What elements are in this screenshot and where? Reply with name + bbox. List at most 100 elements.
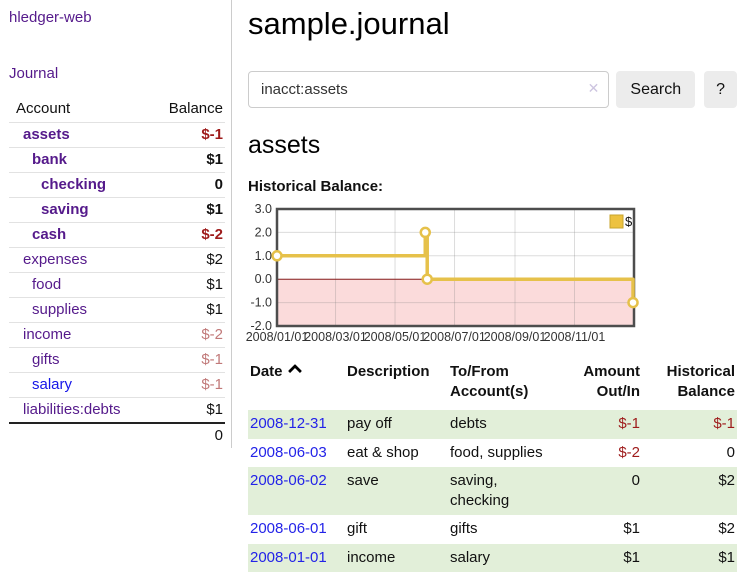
sidebar-account-link[interactable]: saving	[41, 201, 89, 218]
account-row: income $-2	[9, 322, 225, 348]
transaction-row: 2008-12-31 pay off debts $-1 $-1	[248, 410, 737, 439]
search-button[interactable]: Search	[616, 71, 696, 108]
transaction-description: save	[347, 472, 379, 489]
sidebar: hledger-web Journal Account Balance asse…	[0, 0, 232, 448]
account-heading: assets	[248, 131, 321, 159]
register-header-balance[interactable]: Historical Balance	[666, 363, 735, 400]
account-balance: $1	[146, 397, 225, 423]
account-balance: $2	[146, 247, 225, 273]
account-row: bank $1	[9, 147, 225, 173]
register-table-body: 2008-12-31 pay off debts $-1 $-1 2008-06-03 ea…	[248, 410, 737, 572]
svg-text:0.0: 0.0	[255, 272, 272, 286]
accounts-total-row: 0	[9, 422, 225, 448]
transaction-row: 2008-06-02 save saving, checking 0 $2	[248, 467, 737, 515]
chart-title: Historical Balance:	[248, 178, 384, 195]
account-row: cash $-2	[9, 222, 225, 248]
transaction-accounts: gifts	[450, 520, 478, 537]
sidebar-account-link[interactable]: gifts	[32, 351, 60, 368]
transaction-balance: $2	[718, 472, 735, 489]
account-balance: $1	[146, 272, 225, 298]
account-balance: $-1	[146, 347, 225, 373]
transaction-amount: 0	[631, 472, 640, 489]
sidebar-account-link[interactable]: checking	[41, 176, 107, 193]
transaction-balance: $-1	[713, 415, 735, 432]
transaction-date-link[interactable]: 2008-01-01	[250, 548, 327, 566]
transaction-accounts: salary	[450, 548, 491, 566]
account-balance: $1	[146, 147, 225, 173]
transaction-row: 2008-06-03 eat & shop food, supplies $-2 0	[248, 439, 737, 468]
transaction-amount: $-2	[618, 443, 640, 461]
accounts-header-balance: Balance	[168, 100, 223, 117]
svg-text:2008/03/01: 2008/03/01	[304, 330, 367, 344]
sidebar-account-link[interactable]: liabilities:debts	[23, 401, 121, 418]
account-row: assets $-1	[9, 122, 225, 148]
search-box: ✕	[248, 71, 610, 108]
transaction-row: 2008-06-01 gift gifts $1 $2	[248, 515, 737, 544]
sidebar-account-link[interactable]: expenses	[23, 251, 88, 268]
sidebar-account-link[interactable]: bank	[32, 151, 68, 168]
sidebar-account-link[interactable]: food	[32, 276, 62, 293]
transaction-date-link[interactable]: 2008-06-01	[250, 520, 327, 537]
svg-text:2008/01/01: 2008/01/01	[246, 330, 309, 344]
svg-text:2008/05/01: 2008/05/01	[364, 330, 427, 344]
register-table-header: Date Description To/From Account(s) Amou…	[248, 360, 737, 410]
transaction-accounts: saving, checking	[450, 472, 510, 509]
svg-text:-2.0: -2.0	[250, 319, 272, 333]
sidebar-item-journal[interactable]: Journal	[9, 65, 59, 82]
svg-text:2008/11/01: 2008/11/01	[544, 330, 606, 344]
account-balance: $-2	[146, 322, 225, 348]
account-row: food $1	[9, 272, 225, 298]
transaction-balance: $2	[718, 520, 735, 537]
account-balance: $-1	[146, 372, 225, 398]
account-row: supplies $1	[9, 297, 225, 323]
account-row: checking 0	[9, 172, 225, 198]
account-row: saving $1	[9, 197, 225, 223]
accounts-table: Account Balance assets $-1 bank $1 checking 0…	[9, 97, 225, 448]
register-header-amount[interactable]: Amount Out/In	[583, 363, 640, 400]
register-table: Date Description To/From Account(s) Amou…	[248, 360, 737, 572]
transaction-balance: $1	[718, 548, 735, 566]
app-brand-link[interactable]: hledger-web	[9, 9, 92, 26]
transaction-date-link[interactable]: 2008-12-31	[250, 415, 327, 432]
transaction-date-link[interactable]: 2008-06-02	[250, 472, 327, 489]
svg-text:2008/07/01: 2008/07/01	[423, 330, 486, 344]
sidebar-account-link[interactable]: salary	[32, 376, 73, 393]
svg-text:3.0: 3.0	[255, 202, 272, 216]
svg-text:$: $	[625, 214, 633, 229]
account-balance: $1	[146, 197, 225, 223]
search-input[interactable]	[248, 71, 610, 108]
transaction-description: eat & shop	[347, 443, 419, 461]
account-balance: $-1	[146, 122, 225, 148]
clear-search-icon[interactable]: ✕	[587, 80, 600, 96]
transaction-amount: $1	[623, 520, 640, 537]
transaction-description: pay off	[347, 415, 392, 432]
transaction-date-link[interactable]: 2008-06-03	[250, 443, 327, 461]
sidebar-account-link[interactable]: assets	[23, 126, 70, 143]
chart: $3.0 2.0 1.0 0.0 -1.0 -2.0 2008/01/01 2008/03/0…	[246, 202, 737, 348]
accounts-table-body: assets $-1 bank $1 checking 0 saving $1 cash $-2 e…	[9, 122, 225, 423]
transaction-accounts: debts	[450, 415, 487, 432]
sort-ascending-icon	[287, 363, 302, 379]
sidebar-account-link[interactable]: cash	[32, 226, 67, 243]
search-help-button[interactable]: ?	[704, 71, 737, 108]
account-row: liabilities:debts $1	[9, 397, 225, 423]
account-row: gifts $-1	[9, 347, 225, 373]
sidebar-account-link[interactable]: income	[23, 326, 72, 343]
page-title: sample.journal	[248, 6, 450, 41]
account-row: salary $-1	[9, 372, 225, 398]
account-row: expenses $2	[9, 247, 225, 273]
transaction-balance: 0	[726, 443, 735, 461]
register-header-date[interactable]: Date	[248, 360, 345, 410]
sidebar-account-link[interactable]: supplies	[32, 301, 88, 318]
transaction-amount: $1	[623, 548, 640, 566]
search-form: ✕ Search ?	[248, 71, 737, 108]
svg-text:-1.0: -1.0	[250, 296, 272, 310]
sidebar-nav: Journal	[9, 65, 231, 83]
account-balance: $1	[146, 297, 225, 323]
svg-text:2.0: 2.0	[255, 225, 272, 239]
historical-balance-chart: $3.0 2.0 1.0 0.0 -1.0 -2.02008/01/012008/03/0…	[246, 202, 639, 344]
register-header-accounts[interactable]: To/From Account(s)	[450, 363, 529, 400]
register-header-date-label: Date	[250, 363, 283, 380]
register-header-description[interactable]: Description	[347, 363, 430, 380]
